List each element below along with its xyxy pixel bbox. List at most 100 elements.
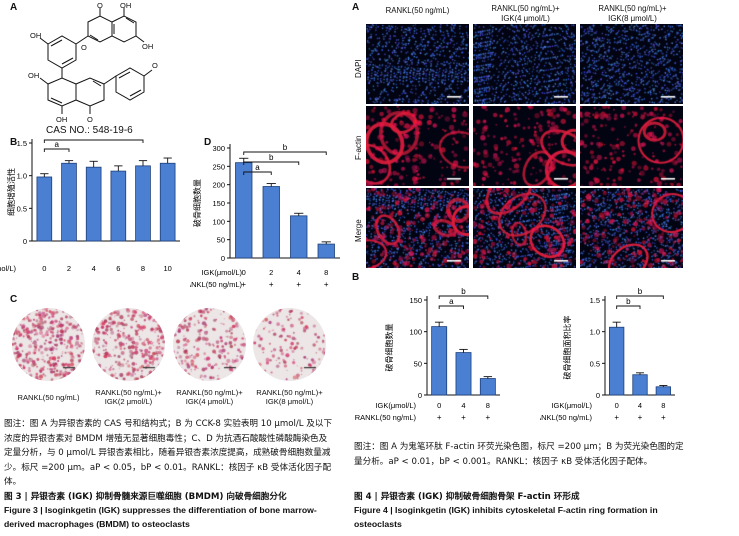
fig3-panel-d-label: D	[204, 137, 212, 148]
fig4-col-label: RANKL(50 ng/mL)+ IGK(8 μmol/L)	[598, 4, 667, 23]
bar	[290, 215, 308, 259]
x-row-label: IGK(μmol/L)	[201, 268, 242, 277]
micrograph-texture	[173, 308, 246, 381]
y-axis-label: 破骨细胞面积比率	[562, 316, 572, 380]
micrograph-merge-igk4	[473, 188, 576, 268]
y-tick-label: 0	[23, 237, 27, 246]
y-tick-label: 0.5	[590, 359, 600, 368]
y-axis-label: 细胞增殖活性	[6, 168, 16, 216]
significance-label: b	[269, 153, 274, 162]
bar	[479, 378, 496, 396]
fig4-row-label: Merge	[354, 219, 363, 242]
rankl-sign: +	[269, 280, 274, 289]
fig3-legend-note: 图注：图 A 为异银杏素的 CAS 号和结构式；B 为 CCK-8 实验表明 1…	[4, 419, 333, 488]
significance-bracket	[616, 305, 641, 309]
chem-label: O	[97, 2, 103, 10]
x-tick-label: 8	[661, 401, 665, 410]
bar	[36, 176, 53, 242]
fig4-legend-note: 图注：图 A 为鬼笔环肽 F-actin 环荧光染色图，标尺 =200 μm；B…	[354, 442, 684, 467]
fig3-panel-c-label: C	[10, 294, 18, 305]
x-tick-label: 0	[242, 268, 246, 277]
fig3d-bar-chart: 0 50 100 150 200 250 300 破骨细胞数量 0 2 4 8 + + + + IGK(μmol…	[190, 143, 340, 289]
fig4-col-label: RANKL(50 ng/mL)+ IGK(4 μmol/L)	[491, 4, 560, 23]
y-axis-label: 破骨细胞数量	[384, 324, 394, 372]
micrograph-texture	[366, 188, 469, 268]
x-tick-label: 4	[461, 401, 465, 410]
x-row-label: IGK(μmol/L)	[375, 401, 416, 410]
cas-number: CAS NO.: 548-19-6	[46, 125, 133, 136]
micrograph-dapi-igk4	[473, 24, 576, 104]
rankl-sign: +	[461, 413, 466, 422]
x-axis-label: IGK(μmol/L)	[0, 264, 17, 273]
y-tick-label: 200	[212, 181, 225, 190]
bar	[317, 243, 335, 259]
x-row-label: IGK(μmol/L)	[551, 401, 592, 410]
dish-label: RANKL(50 ng/mL)+ IGK(2 μmol/L)	[95, 388, 162, 406]
fig4-panel-a-label: A	[352, 2, 360, 13]
y-axis-label: 破骨细胞数量	[192, 179, 202, 227]
micrograph-factin-rankl	[366, 106, 469, 186]
significance-bracket	[438, 305, 464, 309]
significance-bracket	[43, 148, 70, 152]
bar	[61, 162, 77, 242]
significance-bracket	[43, 139, 144, 143]
rankl-sign: +	[661, 413, 666, 422]
y-tick-label: 1.0	[590, 328, 600, 337]
micrograph-texture	[473, 106, 576, 186]
x-tick-label: 4	[92, 264, 96, 273]
bar	[85, 166, 102, 242]
x-tick-label: 8	[141, 264, 145, 273]
micrograph-merge-rankl	[366, 188, 469, 268]
trap-stain-dish-igk8	[253, 308, 326, 381]
x-row-label: RANKL(50 ng/mL)	[190, 280, 242, 289]
fig4b-left-bar-chart: 0 50 100 150 破骨细胞数量 0 4 8 + + + IGK(μmol/L) RANKL(50…	[355, 287, 500, 422]
chem-label: OH	[56, 115, 67, 124]
y-tick-label: 0	[221, 254, 225, 263]
micrograph-texture	[366, 106, 469, 186]
chem-label: OH	[28, 71, 39, 80]
significance-label: a	[91, 138, 96, 140]
micrograph-texture	[92, 308, 165, 381]
y-tick-label: 50	[217, 236, 225, 245]
rankl-sign: +	[485, 413, 490, 422]
fig3-title-en: Figure 3 | Isoginkgetin (IGK) suppresses…	[4, 505, 317, 529]
y-tick-label: 50	[414, 359, 422, 368]
fig3-panel-a-label: A	[10, 2, 18, 13]
trap-stain-dish-igk2	[92, 308, 165, 381]
x-row-label: RANKL(50 ng/mL)	[540, 413, 592, 422]
x-row-label: RANKL(50 ng/mL)	[355, 413, 417, 422]
significance-bracket	[243, 161, 300, 165]
chem-label: OH	[120, 2, 131, 10]
micrograph-texture	[12, 308, 85, 381]
fig3-panel-b-label: B	[10, 137, 18, 148]
x-tick-label: 8	[324, 268, 328, 277]
significance-label: a	[54, 140, 59, 149]
x-tick-label: 6	[116, 264, 120, 273]
x-tick-label: 2	[269, 268, 273, 277]
x-tick-label: 0	[42, 264, 46, 273]
micrograph-dapi-igk8	[580, 24, 683, 104]
isoginkgetin-structure: OH OH O O OH OH OH O O	[28, 2, 158, 124]
y-tick-label: 0.5	[17, 204, 27, 213]
rankl-sign: +	[241, 280, 246, 289]
x-tick-label: 0	[615, 401, 619, 410]
x-tick-label: 2	[67, 264, 71, 273]
fig4b-right-bar-chart: 0 0.5 1.0 1.5 破骨细胞面积比率 0 4 8 + + + IGK(μmol/L) RANKL…	[540, 287, 675, 422]
rankl-sign: +	[614, 413, 619, 422]
bar	[609, 326, 625, 396]
dish-label: RANKL(50 ng/mL)	[17, 393, 80, 402]
trap-stain-dish-igk4	[173, 308, 246, 381]
micrograph-texture	[473, 188, 576, 268]
bar	[455, 352, 472, 396]
y-tick-label: 150	[409, 296, 422, 305]
fig4-col-label: RANKL(50 ng/mL)	[385, 6, 450, 15]
x-tick-label: 4	[297, 268, 301, 277]
y-tick-label: 1.5	[17, 139, 27, 148]
y-tick-label: 100	[409, 328, 422, 337]
significance-bracket	[438, 295, 489, 299]
micrograph-texture	[253, 308, 326, 381]
significance-label: a	[255, 163, 260, 172]
dish-label: RANKL(50 ng/mL)+ IGK(4 μmol/L)	[176, 388, 243, 406]
bar	[110, 170, 127, 242]
x-tick-label: 0	[437, 401, 441, 410]
